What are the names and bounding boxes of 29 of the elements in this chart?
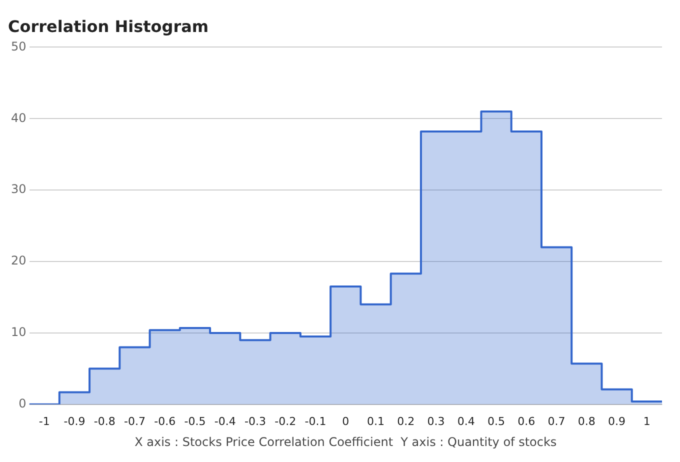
y-tick-label: 50	[10, 39, 26, 54]
x-tick-label: -0.8	[94, 414, 116, 428]
x-tick-label: 0.1	[367, 414, 385, 428]
y-tick-label: 30	[10, 182, 26, 196]
x-tick-label: -0.3	[244, 414, 266, 428]
x-tick-label: -0.9	[64, 414, 86, 428]
y-tick-label: 40	[10, 110, 26, 125]
x-tick-label: -0.4	[214, 414, 236, 428]
y-tick-label: 0	[18, 396, 26, 411]
x-tick-label: -0.7	[124, 414, 146, 428]
x-tick-label: 0.3	[427, 414, 445, 428]
x-tick-label: 0.9	[608, 414, 626, 428]
x-tick-label: -0.6	[154, 414, 176, 428]
x-tick-label: -0.5	[184, 414, 206, 428]
x-tick-label: 0.7	[548, 414, 566, 428]
y-tick-label: 10	[10, 325, 26, 340]
x-tick-label: 0.2	[397, 414, 415, 428]
x-tick-label: 0.8	[578, 414, 596, 428]
x-tick-label: 0.5	[488, 414, 506, 428]
x-tick-label: 0	[342, 414, 350, 428]
y-tick-label: 20	[10, 254, 26, 268]
chart-title: Correlation Histogram	[8, 16, 209, 36]
x-tick-label: 0.4	[457, 414, 475, 428]
x-tick-label: -1	[38, 414, 50, 428]
x-tick-label: -0.1	[304, 414, 326, 428]
x-axis-title: X axis : Stocks Price Correlation Coefficient Y axis : Quantity of stocks	[134, 434, 557, 449]
x-tick-label: 1	[643, 414, 650, 428]
x-tick-label: -0.2	[274, 414, 296, 428]
x-tick-label: 0.6	[518, 414, 536, 428]
